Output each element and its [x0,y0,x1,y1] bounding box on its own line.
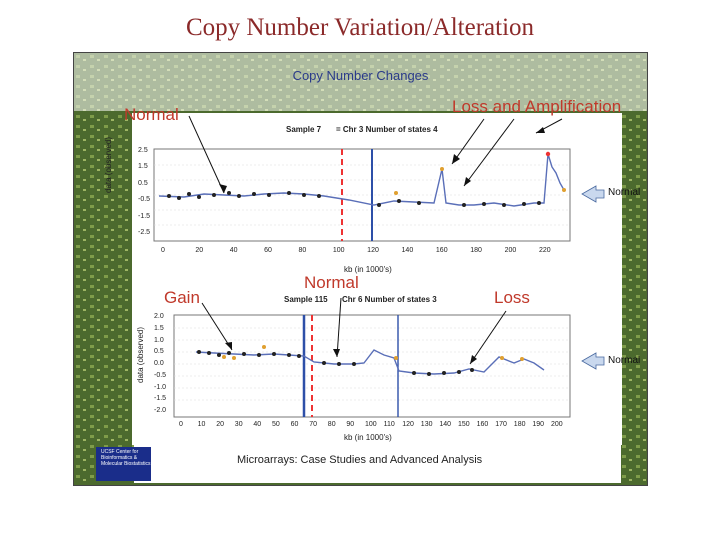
plot1-ylabel: data (observed) [104,136,113,193]
annotation-arrows [188,115,563,365]
x-tick-label: 180 [470,247,482,254]
plot2-frame [173,314,571,418]
x-tick-label: 130 [420,421,433,428]
y-tick-label: -1.0 [154,383,167,391]
annotation-normal-mid: Normal [304,273,359,292]
figure-panel: Copy Number Changes [73,52,648,486]
x-tick-label: 50 [272,421,280,428]
plot2-xlabel: kb (in 1000's) [344,433,392,442]
x-tick-label: 150 [458,421,470,428]
x-tick-label: 70 [309,421,317,428]
x-tick-label: 60 [290,421,299,428]
x-tick-label: 40 [229,247,238,254]
normal-right-arrows [581,185,605,370]
x-tick-label: 80 [327,421,336,428]
annotation-normal-top: Normal [124,105,179,124]
y-tick-label: -0.5 [154,371,167,379]
annotation-loss-amplification: Loss and Amplification [452,97,622,116]
y-tick-label: 1.0 [154,336,164,344]
y-tick-label: 0.0 [154,360,164,367]
slide-title: Copy Number Variation/Alteration [185,14,535,41]
y-tick-label: -1.5 [138,212,151,220]
plot1-sample: Sample 7 [286,125,322,134]
x-tick-label: 80 [298,247,307,254]
plot1-series [158,153,565,207]
plot2-orange-points [222,345,524,361]
plot1-xlabel: kb (in 1000's) [344,265,392,274]
x-tick-label: 170 [495,421,507,428]
x-tick-label: 60 [264,247,272,254]
y-tick-label: -0.5 [138,196,151,204]
y-tick-label: 2.0 [154,313,164,320]
logo-mark: UCSF [101,449,115,455]
plot1-red-point [545,151,551,157]
y-tick-label: 1.5 [138,163,148,171]
x-tick-label: 30 [234,421,243,428]
center-logo: UCSF Center for Bioinformatics & Molecul… [96,447,151,481]
x-tick-label: 200 [551,421,563,428]
x-tick-label: 20 [216,421,224,428]
annotation-gain: Gain [164,288,200,307]
plot2-subtitle: Chr 6 Number of states 3 [342,295,437,304]
x-tick-label: 90 [346,421,355,428]
annotation-loss: Loss [494,288,530,307]
x-tick-label: 160 [476,421,489,428]
label-normal-right-2: Normal [608,355,641,366]
y-tick-label: 0.5 [138,179,148,187]
x-tick-label: 190 [532,421,545,428]
arrowheads [219,127,545,364]
plot2-sample: Sample 115 [284,295,328,304]
plot2-points [197,350,474,376]
x-tick-label: 180 [513,421,526,428]
plot1-subtitle: = Chr 3 Number of states 4 [336,125,438,134]
footer-caption: Microarrays: Case Studies and Advanced A… [237,454,483,466]
x-tick-label: 40 [253,421,262,428]
y-tick-label: -2.0 [154,407,167,414]
logo-name: Center for Bioinformatics & Molecular Bi… [101,449,151,467]
x-tick-label: 110 [383,421,395,428]
x-tick-label: 160 [435,247,448,254]
x-tick-label: 140 [401,247,414,254]
plots-svg [153,115,605,418]
plot2-grid [174,327,570,401]
x-tick-label: 20 [195,247,204,254]
label-normal-right-1: Normal [608,187,641,198]
y-tick-label: 2.5 [138,147,148,154]
x-tick-label: 120 [367,247,379,254]
plot1-points [167,191,541,207]
y-tick-label: 0.5 [154,348,164,356]
x-tick-label: 140 [439,421,452,428]
figure-header: Copy Number Changes [292,68,429,83]
x-tick-label: 200 [504,247,517,254]
figure-footer: Microarrays: Case Studies and Advanced A… [134,443,621,483]
x-tick-label: 220 [539,247,551,254]
y-tick-label: -1.5 [154,395,167,403]
x-tick-label: 0 [161,247,165,254]
x-tick-label: 100 [365,421,377,428]
x-tick-label: 100 [332,247,345,254]
y-tick-label: -2.5 [138,229,151,236]
plot2-ylabel: data (observed) [136,326,145,383]
x-tick-label: 120 [402,421,414,428]
x-tick-label: 0 [179,421,183,428]
x-tick-label: 10 [197,421,206,428]
y-tick-label: 1.5 [154,324,164,332]
plot1-orange-points [394,167,566,195]
